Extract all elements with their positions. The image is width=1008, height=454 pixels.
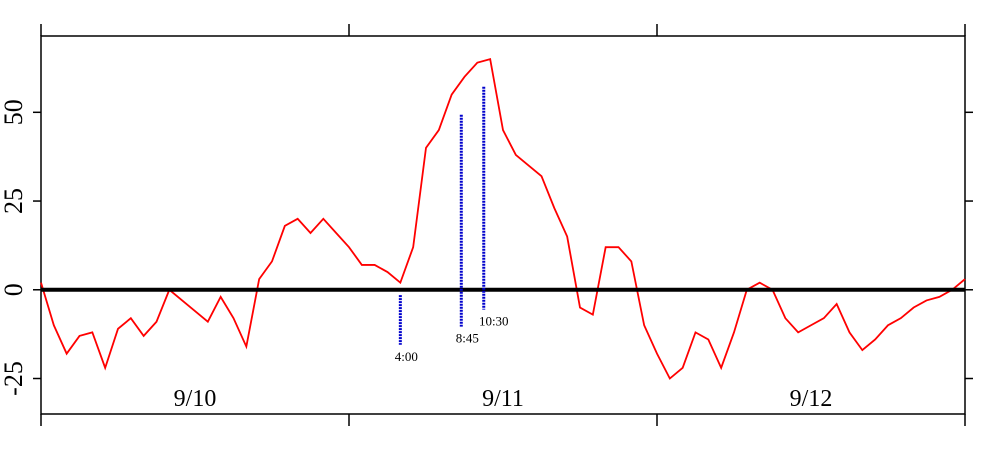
annotation-label: 10:30: [479, 314, 509, 329]
y-tick-label: 25: [0, 188, 28, 214]
day-label: 9/12: [790, 386, 833, 412]
day-label: 9/11: [482, 386, 524, 412]
annotation-label: 8:45: [456, 331, 479, 346]
data-line: [40, 57, 966, 380]
y-tick-label: -25: [0, 361, 28, 396]
y-tick-label: 0: [0, 283, 28, 296]
y-tick-label: 50: [0, 99, 28, 125]
day-label: 9/10: [174, 386, 217, 412]
annotation-label: 4:00: [395, 349, 418, 364]
plot-frame: [40, 35, 966, 415]
